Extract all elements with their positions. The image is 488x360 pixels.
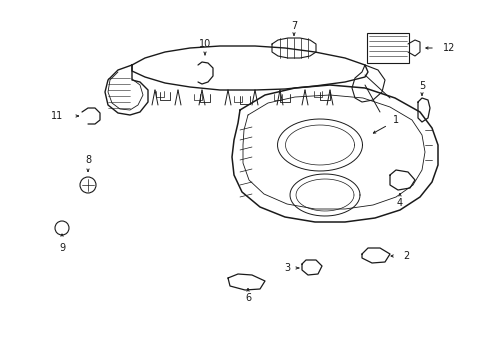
Text: 12: 12 (442, 43, 454, 53)
Text: 2: 2 (402, 251, 408, 261)
Text: 1: 1 (392, 115, 398, 125)
Text: 8: 8 (85, 155, 91, 165)
Text: 4: 4 (396, 198, 402, 208)
Text: 3: 3 (284, 263, 289, 273)
Text: 5: 5 (418, 81, 424, 91)
Text: 11: 11 (51, 111, 63, 121)
Text: 10: 10 (199, 39, 211, 49)
Text: 7: 7 (290, 21, 297, 31)
Text: 6: 6 (244, 293, 250, 303)
Text: 9: 9 (59, 243, 65, 253)
